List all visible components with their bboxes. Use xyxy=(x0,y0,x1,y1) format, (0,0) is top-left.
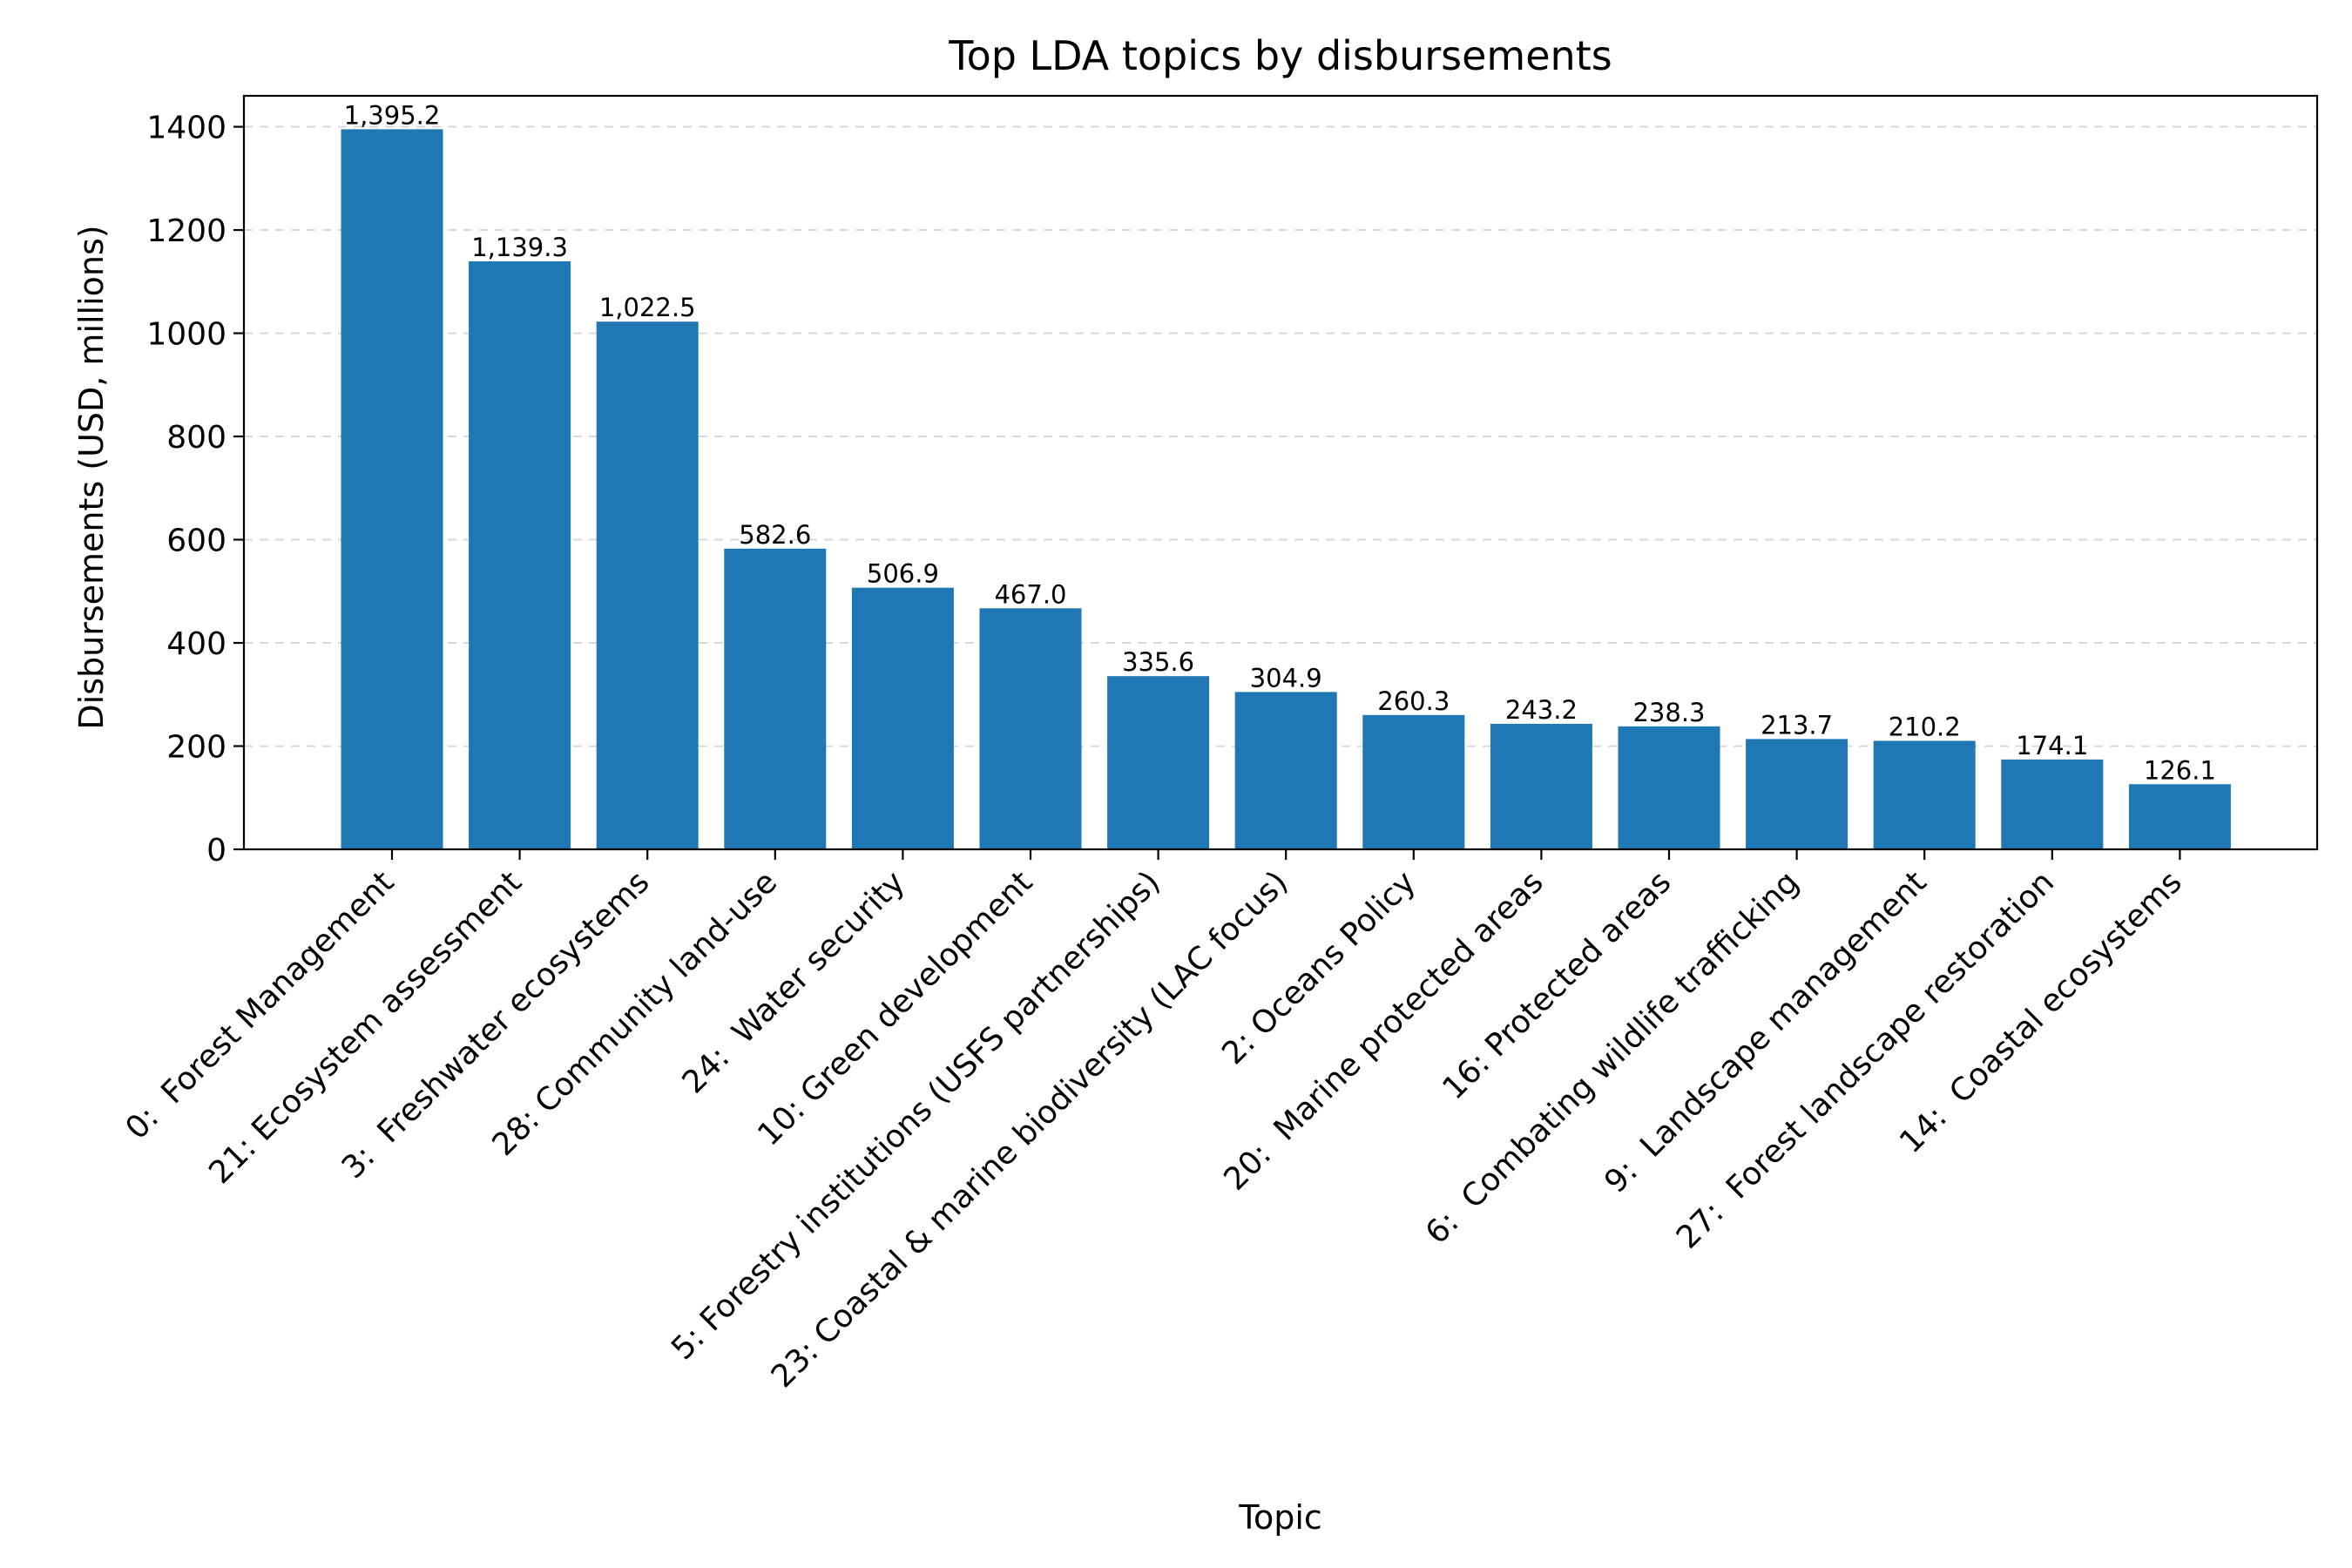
x-tick-label: 16: Protected areas xyxy=(1436,864,1678,1106)
y-tick-label: 800 xyxy=(166,420,226,456)
bar xyxy=(1746,739,1848,849)
bar xyxy=(1873,740,1976,849)
data-label: 243.2 xyxy=(1505,695,1578,725)
y-axis-title: Disbursements (USD, millions) xyxy=(72,225,111,729)
x-tick-label: 10: Green development xyxy=(751,864,1039,1152)
x-axis-title: Topic xyxy=(1238,1498,1322,1537)
y-tick-label: 600 xyxy=(166,524,226,559)
data-label: 1,395.2 xyxy=(344,100,441,130)
x-tick-label: 24: Water security xyxy=(676,864,912,1100)
data-label: 238.3 xyxy=(1632,698,1705,727)
data-label: 126.1 xyxy=(2144,755,2216,785)
grid-layer xyxy=(244,125,2317,747)
bar xyxy=(2128,784,2231,849)
bar xyxy=(596,321,699,850)
bar xyxy=(979,608,1082,849)
data-label: 506.9 xyxy=(867,559,939,589)
bar xyxy=(1490,723,1592,849)
data-label-layer: 1,395.2 1,139.3 1,022.5 582.6 506.9 467.0 335.… xyxy=(344,100,2216,785)
bar xyxy=(1107,676,1210,849)
bar xyxy=(341,129,443,849)
x-tick-label: 0: Forest Management xyxy=(119,864,402,1146)
data-label: 210.2 xyxy=(1889,712,1961,741)
y-tick-label: 0 xyxy=(206,833,226,868)
plot-frame xyxy=(242,94,2319,851)
chart-title: Top LDA topics by disbursements xyxy=(948,32,1612,79)
data-label: 213.7 xyxy=(1761,710,1833,740)
y-tick-label: 1200 xyxy=(146,213,226,249)
y-tick-label: 1000 xyxy=(146,317,226,353)
bar xyxy=(469,261,571,849)
x-tick-label: 5: Forestry institutions (USFS partnersh… xyxy=(665,864,1167,1367)
bar-layer xyxy=(341,129,2231,850)
data-label: 582.6 xyxy=(739,520,811,550)
y-tick-label: 400 xyxy=(166,626,226,662)
bar xyxy=(1234,692,1337,849)
bar xyxy=(1618,726,1720,849)
data-label: 1,022.5 xyxy=(599,293,696,322)
y-tick-label: 200 xyxy=(166,730,226,766)
data-label: 467.0 xyxy=(994,579,1066,609)
data-label: 1,139.3 xyxy=(471,233,568,262)
bar xyxy=(2001,759,2104,849)
y-tick-label: 1400 xyxy=(146,111,226,146)
data-label: 304.9 xyxy=(1250,663,1322,693)
bar xyxy=(1362,714,1465,849)
bar xyxy=(851,587,954,849)
data-label: 335.6 xyxy=(1122,647,1194,677)
data-label: 260.3 xyxy=(1377,686,1450,716)
data-label: 174.1 xyxy=(2016,731,2088,760)
bar xyxy=(724,548,827,849)
